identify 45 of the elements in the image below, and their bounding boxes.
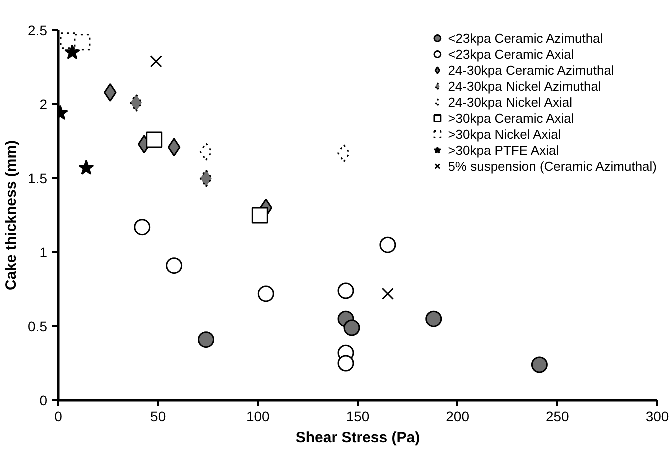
- point: [531, 356, 548, 374]
- y-tick-label: 1.5: [28, 170, 48, 186]
- point: [146, 132, 163, 148]
- point: [200, 142, 213, 162]
- point: [258, 286, 274, 302]
- point: [134, 219, 151, 236]
- y-tick-label: 1: [40, 244, 48, 260]
- legend-label: 24-30kpa Nickel Azimuthal: [448, 78, 602, 94]
- x-tick-label: 100: [246, 408, 270, 424]
- legend-label: 5% suspension (Ceramic Azimuthal): [448, 158, 657, 174]
- point: [200, 169, 213, 188]
- legend-label: 24-30kpa Ceramic Azimuthal: [448, 62, 614, 78]
- point: [198, 332, 215, 348]
- point: [130, 94, 143, 112]
- point: [150, 56, 162, 68]
- point: [344, 320, 360, 336]
- x-tick-label: 50: [150, 408, 166, 424]
- point: [78, 160, 94, 175]
- x-tick-label: 200: [446, 408, 470, 424]
- y-tick-label: 0.5: [28, 318, 48, 334]
- point: [104, 83, 117, 102]
- point: [426, 310, 442, 328]
- y-tick-label: 2: [40, 96, 48, 112]
- point: [382, 288, 394, 300]
- x-axis-title: Shear Stress (Pa): [296, 430, 420, 446]
- point: [252, 207, 268, 224]
- y-tick-label: 2.5: [28, 22, 48, 38]
- legend-label: <23kpa Ceramic Axial: [448, 46, 574, 62]
- y-axis-title: Cake thickness (mm): [3, 140, 20, 291]
- point: [338, 355, 354, 372]
- y-tick-label: 0: [40, 392, 48, 408]
- point: [380, 236, 396, 254]
- legend-label: 24-30kpa Nickel Axial: [448, 94, 572, 110]
- point: [338, 282, 354, 300]
- point: [166, 258, 183, 274]
- x-tick-label: 250: [546, 408, 570, 424]
- x-tick-label: 150: [346, 408, 370, 424]
- legend-label: <23kpa Ceramic Azimuthal: [448, 30, 604, 46]
- legend-label: >30kpa Nickel Axial: [448, 126, 562, 142]
- x-tick-label: 0: [54, 408, 63, 424]
- point: [168, 138, 181, 157]
- point: [64, 44, 80, 60]
- legend-label: >30kpa Ceramic Axial: [448, 110, 574, 126]
- legend-label: >30kpa PTFE Axial: [448, 142, 560, 158]
- x-tick-label: 300: [646, 408, 669, 424]
